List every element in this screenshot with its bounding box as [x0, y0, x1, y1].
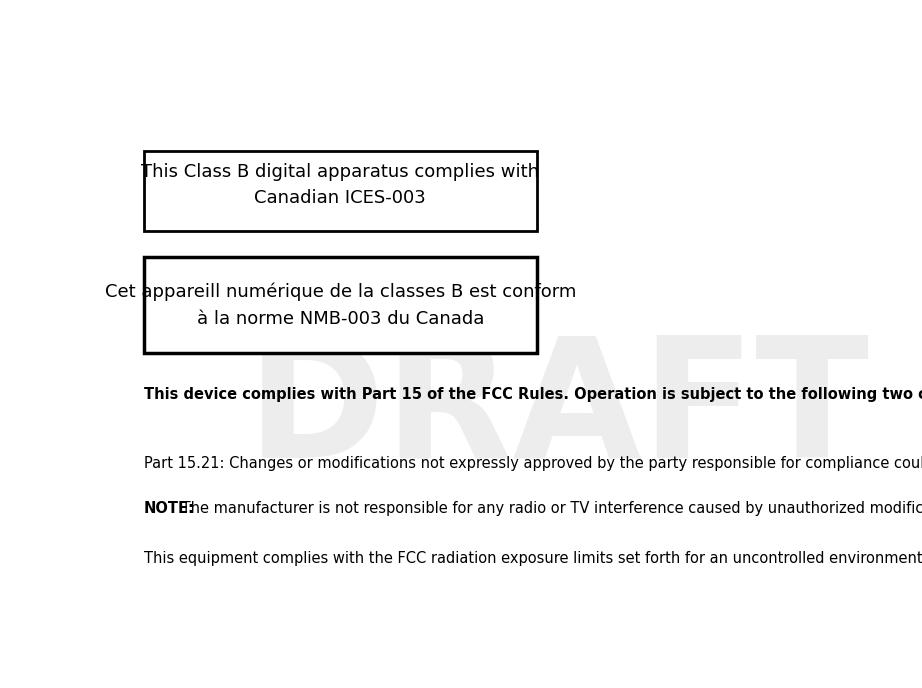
Text: This equipment complies with the FCC radiation exposure limits set forth for an : This equipment complies with the FCC rad… — [144, 551, 922, 566]
Text: Part 15.21: Changes or modifications not expressly approved by the party respons: Part 15.21: Changes or modifications not… — [144, 456, 922, 471]
FancyBboxPatch shape — [144, 151, 537, 231]
Text: NOTE:: NOTE: — [144, 501, 195, 516]
Text: DRAFT: DRAFT — [247, 330, 869, 493]
Text: This device complies with Part 15 of the FCC Rules. Operation is subject to the : This device complies with Part 15 of the… — [144, 387, 922, 402]
Text: The manufacturer is not responsible for any radio or TV interference caused by u: The manufacturer is not responsible for … — [177, 501, 922, 516]
Text: This Class B digital apparatus complies with
Canadian ICES-003: This Class B digital apparatus complies … — [141, 162, 539, 207]
Text: Cet appareill numérique de la classes B est conform
à la norme NMB-003 du Canada: Cet appareill numérique de la classes B … — [104, 283, 576, 327]
FancyBboxPatch shape — [144, 257, 537, 353]
